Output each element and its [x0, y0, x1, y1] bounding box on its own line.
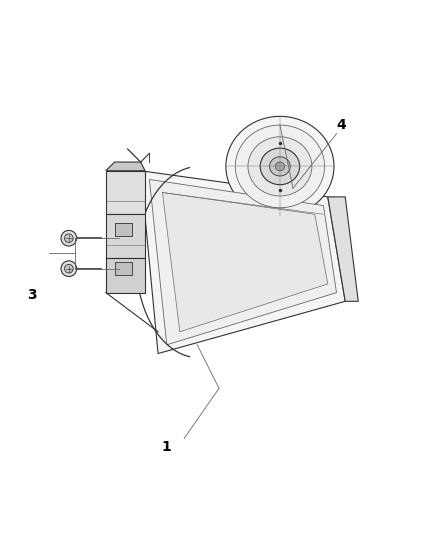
Ellipse shape	[248, 137, 312, 196]
Circle shape	[61, 261, 77, 277]
Text: 1: 1	[162, 440, 172, 454]
Circle shape	[64, 264, 73, 273]
Polygon shape	[115, 223, 132, 236]
Ellipse shape	[260, 148, 300, 184]
Ellipse shape	[235, 125, 325, 208]
Polygon shape	[162, 192, 328, 332]
Polygon shape	[141, 171, 345, 353]
Polygon shape	[328, 197, 358, 301]
Circle shape	[61, 230, 77, 246]
Polygon shape	[115, 262, 132, 275]
Polygon shape	[106, 162, 145, 171]
Ellipse shape	[270, 157, 290, 176]
Text: 4: 4	[336, 118, 346, 132]
Ellipse shape	[275, 162, 285, 171]
Polygon shape	[149, 180, 336, 345]
Polygon shape	[106, 258, 145, 293]
Ellipse shape	[226, 116, 334, 216]
Polygon shape	[106, 171, 145, 214]
Polygon shape	[106, 214, 145, 258]
Text: 3: 3	[27, 288, 37, 302]
Circle shape	[64, 234, 73, 243]
